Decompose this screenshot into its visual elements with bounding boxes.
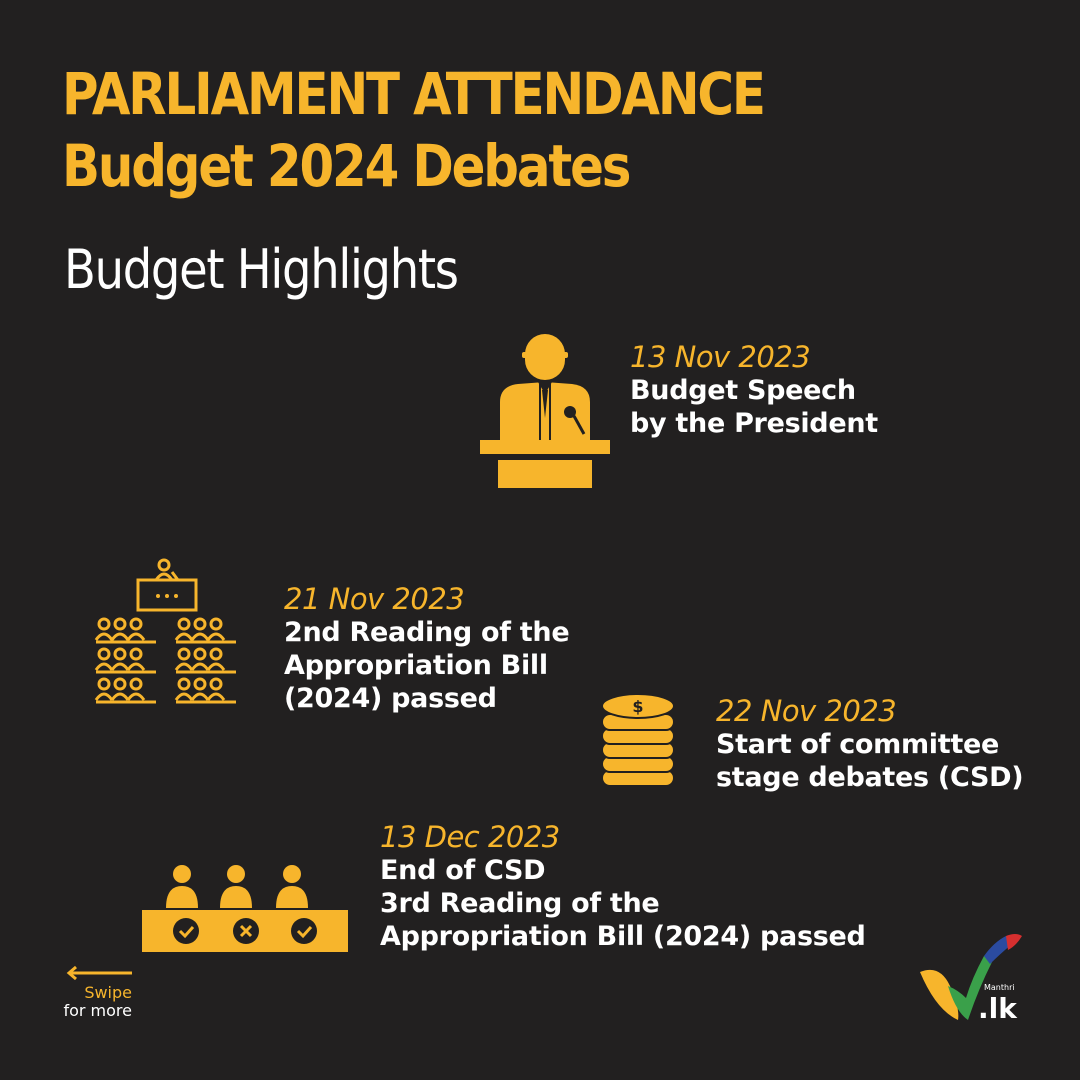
event-text-line: End of CSD [380, 855, 546, 886]
event-text-line: (2024) passed [284, 683, 497, 714]
event-text-line: 3rd Reading of the [380, 888, 660, 919]
swipe-hint[interactable]: Swipe for more [58, 984, 132, 1020]
event-text-line: Appropriation Bill [284, 650, 548, 681]
event-end-of-csd: 13 Dec 2023 End of CSD 3rd Reading of th… [380, 820, 866, 953]
event-text-line: 2nd Reading of the [284, 617, 570, 648]
voting-panel-icon [142, 865, 348, 952]
event-date: 13 Nov 2023 [630, 340, 811, 374]
manthri-logo [920, 934, 1022, 1020]
title-line-1: PARLIAMENT ATTENDANCE [62, 60, 766, 128]
section-subtitle: Budget Highlights [64, 238, 459, 301]
event-text-line: by the President [630, 408, 878, 439]
event-date: 13 Dec 2023 [380, 820, 560, 854]
arrow-left-icon [66, 966, 132, 980]
event-date: 21 Nov 2023 [284, 582, 465, 616]
assembly-icon [94, 558, 236, 704]
event-committee-stage: 22 Nov 2023 Start of committee stage deb… [716, 694, 1024, 794]
page-title: PARLIAMENT ATTENDANCE Budget 2024 Debate… [62, 58, 766, 202]
event-date: 22 Nov 2023 [716, 694, 897, 728]
svg-text:$: $ [632, 697, 643, 716]
swipe-sublabel: for more [63, 1001, 132, 1020]
title-line-2: Budget 2024 Debates [62, 132, 631, 200]
event-second-reading: 21 Nov 2023 2nd Reading of the Appropria… [284, 582, 570, 715]
coins-stack-icon: $ [601, 693, 675, 787]
speaker-podium-icon [480, 334, 610, 488]
logo-small-text: Manthri [984, 983, 1015, 992]
event-text-line: Start of committee [716, 729, 1000, 760]
event-text-line: Budget Speech [630, 375, 856, 406]
logo-text: .lk [978, 992, 1017, 1025]
event-text-line: stage debates (CSD) [716, 762, 1024, 793]
event-text-line: Appropriation Bill (2024) passed [380, 921, 866, 952]
event-budget-speech: 13 Nov 2023 Budget Speech by the Preside… [630, 340, 878, 440]
swipe-label: Swipe [84, 983, 132, 1002]
